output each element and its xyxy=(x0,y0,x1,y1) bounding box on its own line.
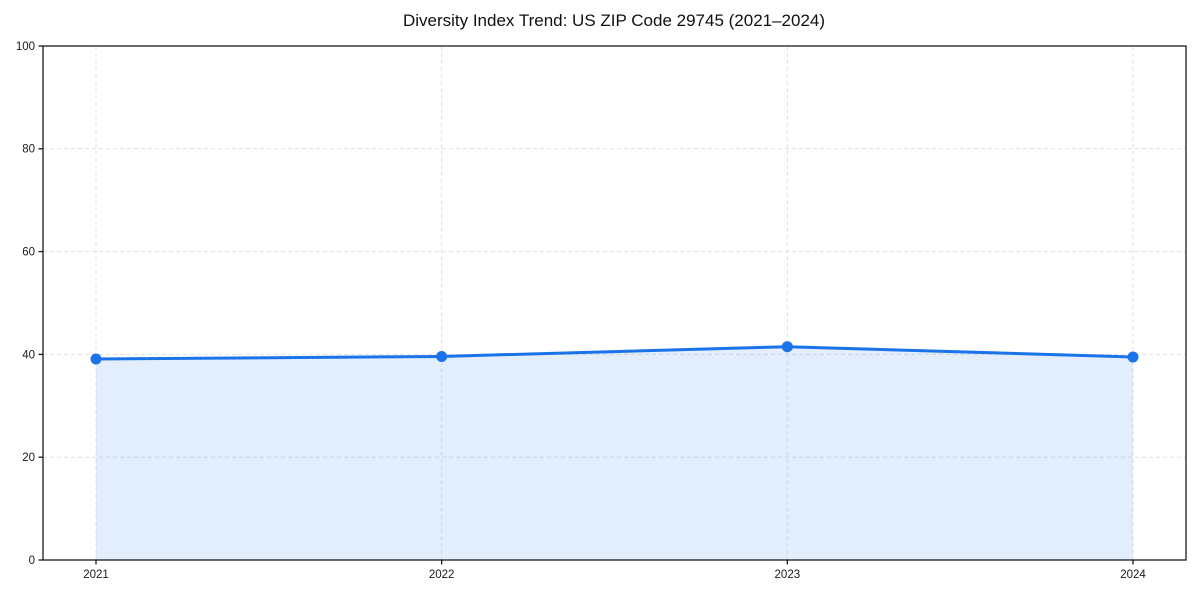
y-tick-label: 60 xyxy=(22,247,35,259)
data-point xyxy=(436,350,448,362)
data-points xyxy=(90,341,1139,365)
plot-background xyxy=(43,46,1186,560)
series-area xyxy=(96,346,1133,560)
x-tick-label: 2021 xyxy=(83,569,109,581)
trend-line xyxy=(94,345,1135,361)
y-tick-label: 80 xyxy=(22,144,35,156)
x-tick-label: 2023 xyxy=(775,569,801,581)
data-point xyxy=(781,341,793,353)
tick-marks xyxy=(38,45,1134,565)
y-tick-label: 20 xyxy=(22,452,35,464)
tick-labels: 0 20 40 60 80 100 2021 2022 2023 2024 xyxy=(16,41,1147,581)
x-tick-label: 2024 xyxy=(1120,569,1146,581)
area-fill xyxy=(96,346,1133,560)
axes-box xyxy=(42,45,1187,561)
series-line xyxy=(94,345,1135,361)
x-tick-label: 2022 xyxy=(429,569,455,581)
chart-title: Diversity Index Trend: US ZIP Code 29745… xyxy=(403,11,825,30)
plot-area xyxy=(43,46,1186,560)
y-tick-label: 0 xyxy=(29,555,35,567)
y-tick-label: 100 xyxy=(16,41,35,53)
y-tick-label: 40 xyxy=(22,349,35,361)
data-point xyxy=(90,353,102,365)
data-point xyxy=(1127,351,1139,363)
spines xyxy=(42,45,1187,561)
